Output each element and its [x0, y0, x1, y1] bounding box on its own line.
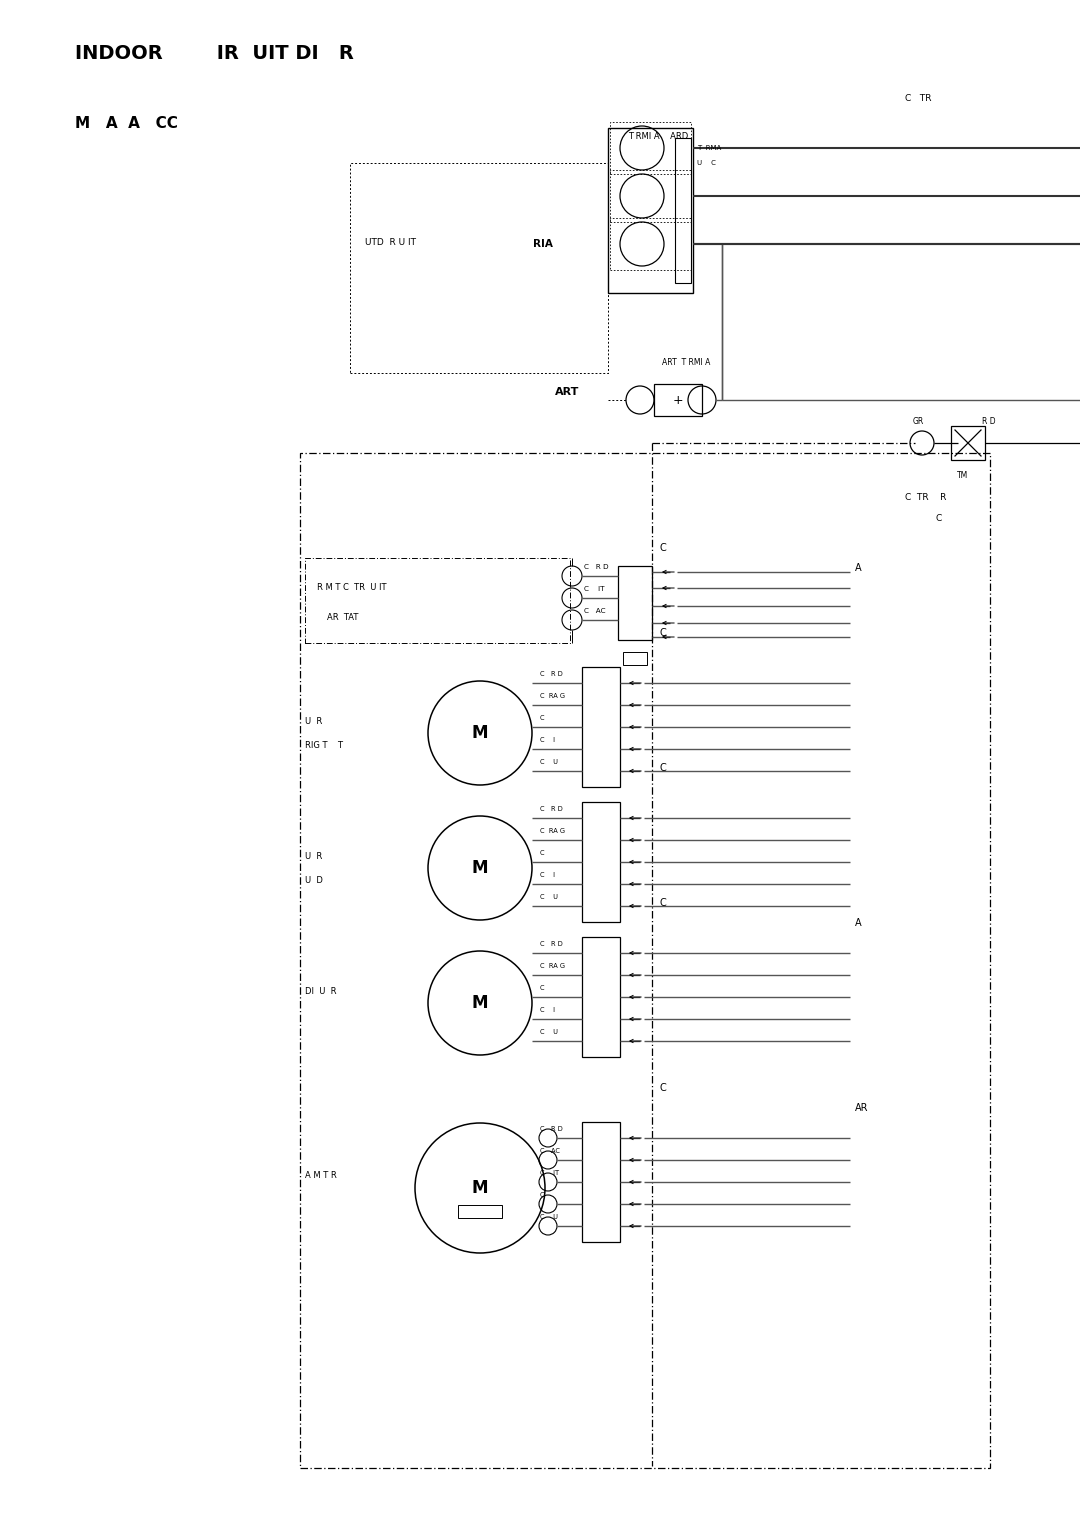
Bar	[675, 138, 691, 283]
Bar	[582, 802, 620, 921]
Text: R D: R D	[982, 417, 996, 425]
Text: C  TR    R: C TR R	[905, 494, 946, 503]
Text: C: C	[935, 513, 942, 523]
Text: U    C: U C	[697, 160, 716, 167]
Text: A M T R: A M T R	[305, 1172, 337, 1181]
Text: M: M	[472, 995, 488, 1012]
Text: AR: AR	[855, 1103, 868, 1112]
Text: C  RA G: C RA G	[540, 694, 565, 698]
Text: C    IT: C IT	[584, 587, 605, 591]
Bar	[610, 219, 691, 270]
Text: C    U: C U	[540, 759, 558, 766]
Text: C  RA G: C RA G	[540, 828, 565, 834]
Text: C    I: C I	[540, 736, 555, 743]
Text: C: C	[540, 1192, 544, 1198]
Text: C    IT: C IT	[540, 1170, 559, 1177]
Bar	[305, 558, 570, 643]
Text: C: C	[540, 850, 544, 856]
Text: C    U: C U	[540, 894, 558, 900]
Text: C    U: C U	[540, 1028, 558, 1034]
Text: C   R D: C R D	[540, 671, 563, 677]
Bar	[300, 452, 990, 1468]
Text: C   R D: C R D	[540, 805, 563, 811]
Bar	[623, 652, 647, 665]
Text: C   TR: C TR	[905, 93, 932, 102]
Bar	[610, 170, 691, 222]
Bar	[350, 163, 608, 373]
Text: UTD  R U IT: UTD R U IT	[365, 238, 416, 248]
Bar	[618, 565, 652, 640]
Text: C   R D: C R D	[584, 564, 609, 570]
Bar	[582, 668, 620, 787]
Text: RIA: RIA	[534, 238, 553, 249]
Text: GR: GR	[913, 417, 924, 425]
Text: ART  T RMI A: ART T RMI A	[662, 358, 711, 367]
Text: AR  TAT: AR TAT	[327, 613, 359, 622]
Text: T  RMA: T RMA	[697, 145, 721, 151]
Text: C   AC: C AC	[584, 608, 606, 614]
Text: M: M	[472, 859, 488, 877]
Text: C    I: C I	[540, 872, 555, 879]
Text: DI  U  R: DI U R	[305, 987, 337, 996]
Text: C: C	[660, 628, 666, 639]
Text: U  R: U R	[305, 717, 322, 726]
Text: C: C	[660, 1083, 666, 1093]
Text: A: A	[855, 918, 862, 927]
Text: M: M	[472, 1180, 488, 1196]
Bar	[458, 1206, 502, 1218]
Text: C    U: C U	[540, 1215, 558, 1219]
Text: RIG T    T: RIG T T	[305, 741, 343, 750]
Bar	[582, 1122, 620, 1242]
Text: M: M	[472, 724, 488, 743]
Text: C  RA G: C RA G	[540, 963, 565, 969]
Text: +: +	[673, 394, 684, 406]
Text: C: C	[660, 542, 666, 553]
Text: R M T C  TR  U IT: R M T C TR U IT	[318, 584, 387, 593]
Bar	[654, 384, 702, 416]
Text: C   AC: C AC	[540, 1148, 561, 1154]
Bar	[951, 426, 985, 460]
Text: C: C	[660, 762, 666, 773]
Text: A: A	[855, 562, 862, 573]
Text: C: C	[660, 898, 666, 908]
Bar	[582, 937, 620, 1057]
Text: U  R: U R	[305, 851, 322, 860]
Text: U  D: U D	[305, 876, 323, 885]
Text: C   R D: C R D	[540, 941, 563, 947]
Text: C: C	[540, 986, 544, 992]
Text: C    I: C I	[540, 1007, 555, 1013]
Text: ART: ART	[555, 387, 579, 397]
Text: INDOOR        IR  UIT DI   R: INDOOR IR UIT DI R	[75, 43, 354, 63]
Text: M   A  A   CC: M A A CC	[75, 116, 178, 130]
Text: C   R D: C R D	[540, 1126, 563, 1132]
Text: TM: TM	[957, 471, 969, 480]
Text: C: C	[540, 715, 544, 721]
Bar	[610, 122, 691, 174]
Bar	[608, 128, 693, 293]
Text: T RMI A    ARD: T RMI A ARD	[627, 131, 688, 141]
